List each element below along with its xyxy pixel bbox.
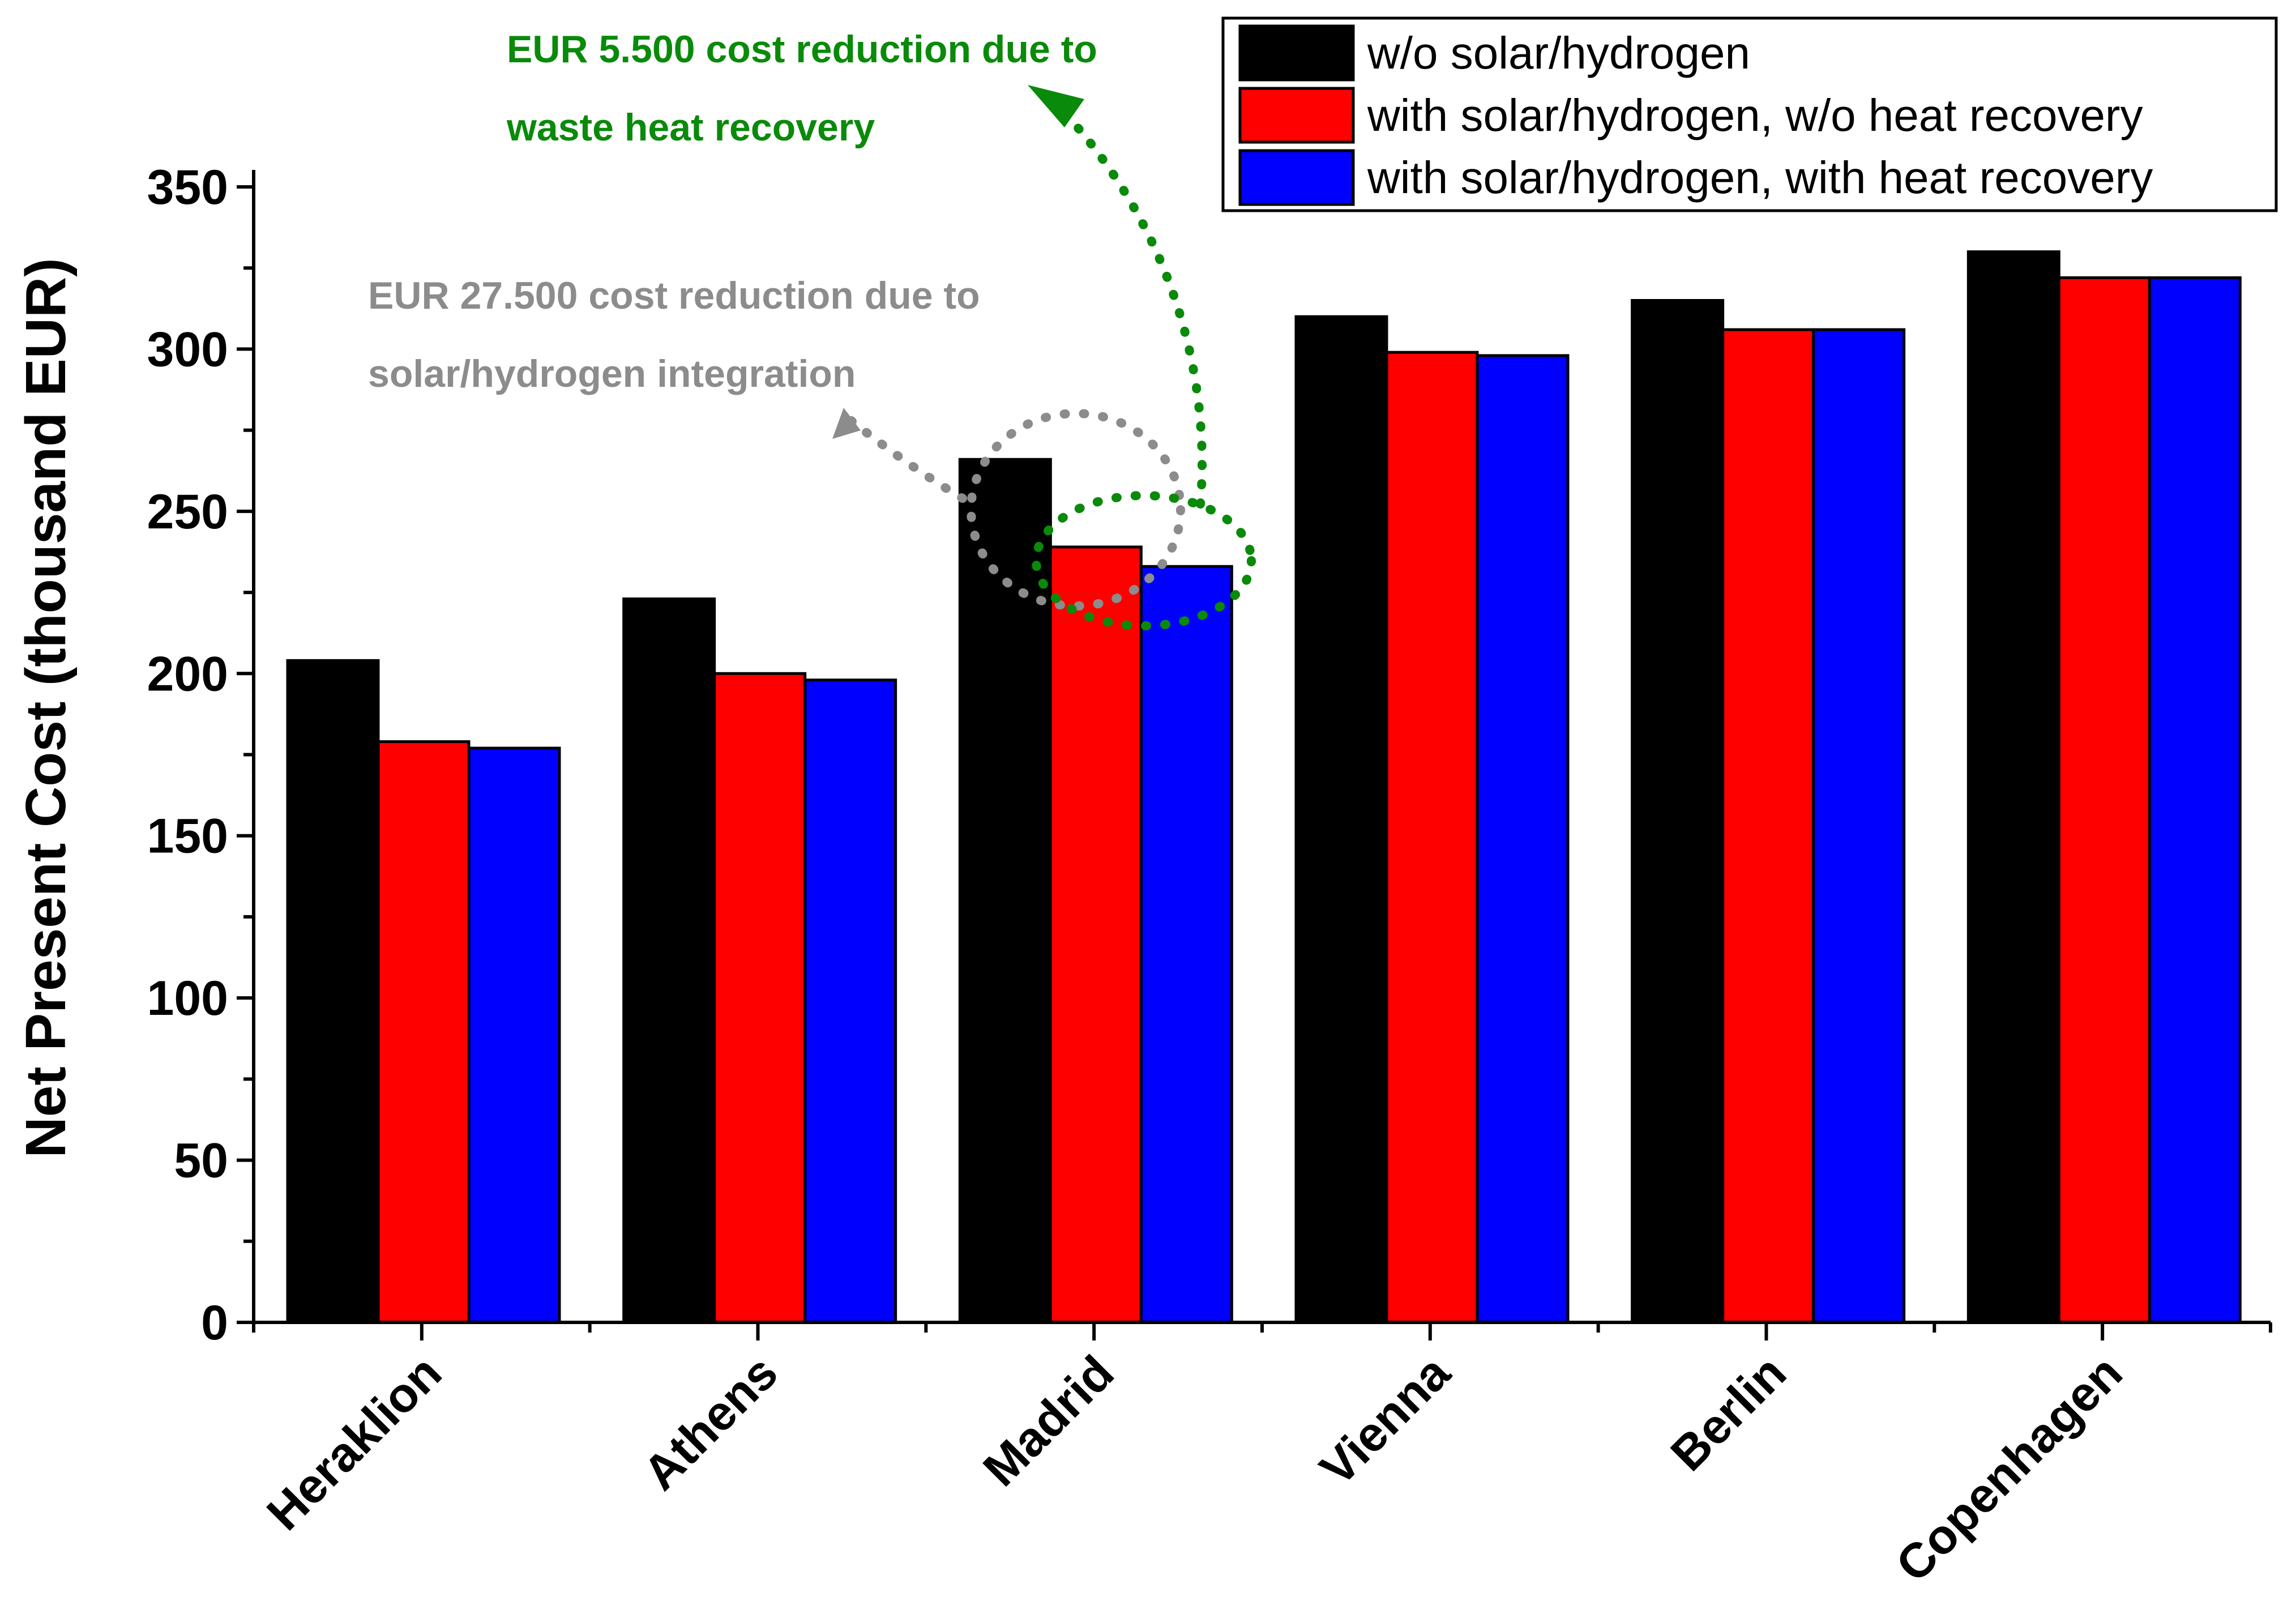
legend-swatch-3 <box>1238 149 1355 206</box>
bar-madrid-series-1 <box>958 458 1052 1324</box>
annotation-gray-line-1: EUR 27.500 cost reduction due to <box>368 274 980 317</box>
y-tick-label: 250 <box>147 485 229 539</box>
legend-label-3: with solar/hydrogen, with heat recovery <box>1367 152 2153 203</box>
y-tick-labels: 0 50 100 150 200 250 300 350 <box>147 160 229 1350</box>
annotation-green-circle <box>1032 491 1256 630</box>
y-tick-label: 200 <box>147 647 229 701</box>
bar-vienna-series-2 <box>1385 351 1479 1324</box>
x-tick-label-copenhagen: Copenhagen <box>1885 1346 2132 1593</box>
bar-madrid-series-3 <box>1139 565 1233 1324</box>
x-tick-label-berlin: Berlin <box>1661 1346 1797 1482</box>
x-tick-label-madrid: Madrid <box>973 1346 1124 1497</box>
annotation-gray-arrow <box>845 415 967 503</box>
legend-box <box>1221 16 2278 212</box>
x-tick-label-heraklion: Heraklion <box>256 1346 452 1541</box>
bar-berlin-series-1 <box>1631 299 1725 1324</box>
y-tick-label: 50 <box>174 1134 228 1188</box>
x-tick-label-athens: Athens <box>633 1346 788 1501</box>
bar-athens-series-1 <box>622 597 716 1324</box>
annotation-gray: EUR 27.500 cost reduction due to solar/h… <box>368 274 1185 611</box>
y-tick-label: 150 <box>147 809 229 864</box>
bar-copenhagen-series-1 <box>1966 250 2060 1324</box>
y-tick-label: 300 <box>147 322 229 377</box>
y-tick-label: 350 <box>147 160 229 215</box>
bar-athens-series-3 <box>803 678 897 1324</box>
y-axis-title: Net Present Cost (thousand EUR) <box>14 258 78 1158</box>
bar-heraklion-series-2 <box>377 740 471 1324</box>
axes-layer <box>237 170 2272 1340</box>
x-tick-labels: Heraklion Athens Madrid Vienna Berlin Copenha… <box>256 1345 2132 1593</box>
bar-madrid-series-2 <box>1049 545 1143 1324</box>
bar-heraklion-series-3 <box>467 746 561 1324</box>
bars-layer <box>286 250 2242 1324</box>
y-tick-label: 0 <box>201 1296 228 1350</box>
annotation-green-arrow <box>1066 114 1207 509</box>
bar-vienna-series-1 <box>1294 315 1388 1324</box>
annotation-green: EUR 5.500 cost reduction due to waste he… <box>506 28 1256 630</box>
bar-berlin-series-2 <box>1721 328 1815 1324</box>
annotation-gray-circle <box>967 409 1185 611</box>
annotation-green-line-2: waste heat recovery <box>506 106 875 149</box>
annotation-green-arrowhead <box>1028 85 1084 127</box>
annotation-gray-line-2: solar/hydrogen integration <box>368 352 856 395</box>
legend: w/o solar/hydrogen with solar/hydrogen, w… <box>1221 16 2278 212</box>
legend-label-1: w/o solar/hydrogen <box>1367 28 1750 78</box>
annotation-green-line-1: EUR 5.500 cost reduction due to <box>507 28 1097 71</box>
x-tick-label-vienna: Vienna <box>1310 1345 1461 1496</box>
bar-berlin-series-3 <box>1812 328 1906 1324</box>
legend-swatch-2 <box>1238 87 1355 144</box>
annotation-gray-arrowhead <box>832 408 861 439</box>
legend-swatch-1 <box>1238 24 1355 82</box>
bar-copenhagen-series-3 <box>2148 276 2242 1324</box>
y-tick-label: 100 <box>147 971 229 1026</box>
bar-heraklion-series-1 <box>286 659 380 1324</box>
legend-label-2: with solar/hydrogen, w/o heat recovery <box>1367 90 2143 140</box>
bar-copenhagen-series-2 <box>2057 276 2151 1324</box>
bar-vienna-series-3 <box>1476 354 1570 1324</box>
bar-athens-series-2 <box>713 672 807 1324</box>
